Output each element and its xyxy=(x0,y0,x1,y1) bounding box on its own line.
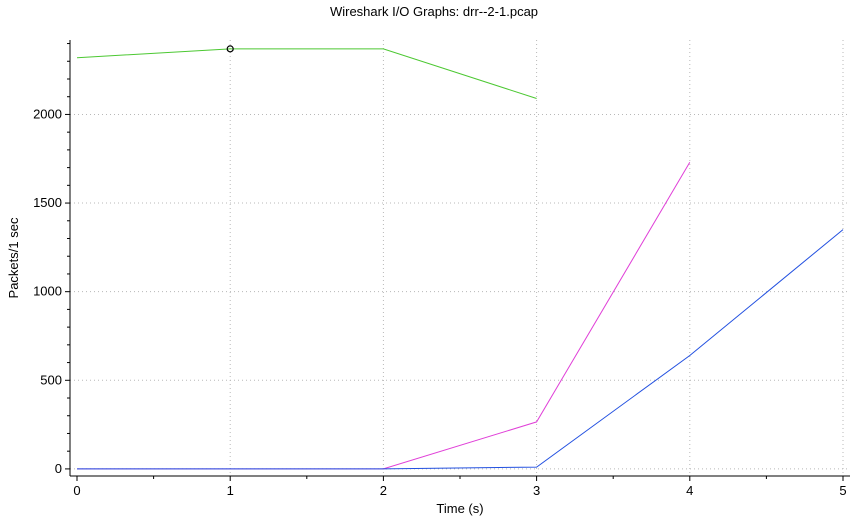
data-point-marker[interactable] xyxy=(226,45,234,53)
ticks: 0 1 2 3 4 5 0 500 1000 1500 2000 xyxy=(33,43,847,498)
x-tick-label: 4 xyxy=(686,483,693,498)
x-tick-label: 3 xyxy=(533,483,540,498)
y-tick-label: 1000 xyxy=(33,284,62,299)
series-layer xyxy=(76,48,844,470)
y-tick-label: 2000 xyxy=(33,106,62,121)
x-tick-label: 1 xyxy=(227,483,234,498)
marker-layer xyxy=(226,45,234,53)
grid xyxy=(70,40,850,476)
y-tick-label: 1500 xyxy=(33,195,62,210)
x-tick-label: 2 xyxy=(380,483,387,498)
x-tick-label: 5 xyxy=(839,483,846,498)
x-tick-label: 0 xyxy=(73,483,80,498)
y-tick-label: 0 xyxy=(55,461,62,476)
axes xyxy=(69,40,850,477)
y-tick-label: 500 xyxy=(40,372,62,387)
series-line-3 xyxy=(77,229,844,470)
y-axis-label: Packets/1 sec xyxy=(6,217,21,298)
chart-title: Wireshark I/O Graphs: drr--2-1.pcap xyxy=(330,4,538,19)
x-axis-label: Time (s) xyxy=(436,501,483,516)
series-line-1 xyxy=(76,48,537,99)
